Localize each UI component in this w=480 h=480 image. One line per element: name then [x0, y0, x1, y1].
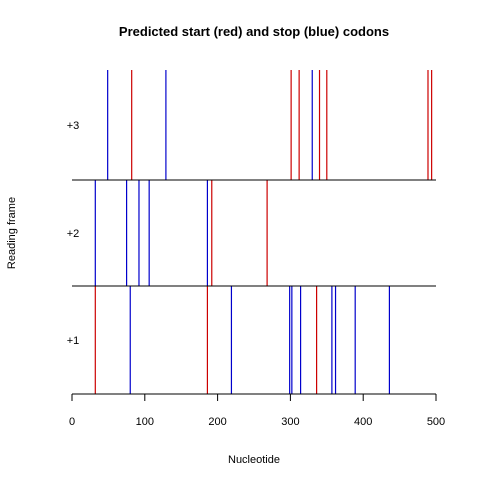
x-tick-label: 0	[69, 416, 75, 428]
x-tick-label: 500	[427, 416, 445, 428]
frame-label-plus3: +3	[67, 120, 80, 132]
codon-lines	[94, 70, 433, 394]
x-axis-label: Nucleotide	[228, 454, 280, 466]
x-tick-label: 100	[136, 416, 154, 428]
x-tick-label: 200	[208, 416, 226, 428]
x-axis: 0 100 200 300 400 500	[69, 393, 445, 428]
frame-separators	[72, 179, 436, 287]
x-tick-label: 400	[354, 416, 372, 428]
frame-label-plus1: +1	[67, 335, 80, 347]
frame-label-plus2: +2	[67, 228, 80, 240]
chart-title: Predicted start (red) and stop (blue) co…	[119, 24, 389, 39]
y-axis-label: Reading frame	[6, 197, 18, 269]
frame-labels: +1 +2 +3	[67, 120, 80, 347]
x-tick-label: 300	[281, 416, 299, 428]
